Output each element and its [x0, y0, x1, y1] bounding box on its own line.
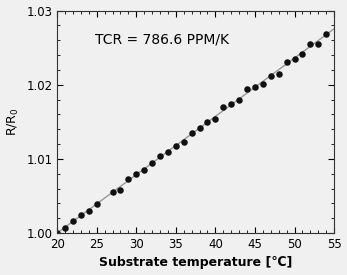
- Point: [323, 32, 329, 36]
- Point: [292, 57, 297, 61]
- Point: [205, 120, 210, 124]
- Point: [110, 190, 115, 194]
- Point: [260, 82, 266, 86]
- Point: [62, 226, 68, 230]
- Point: [307, 42, 313, 46]
- Point: [244, 87, 250, 92]
- Point: [54, 231, 60, 235]
- Point: [118, 188, 123, 192]
- Point: [189, 131, 194, 135]
- Point: [86, 209, 92, 213]
- Point: [252, 85, 258, 89]
- Point: [284, 60, 289, 64]
- Point: [165, 150, 171, 154]
- Point: [149, 161, 155, 166]
- Text: TCR = 786.6 PPM/K: TCR = 786.6 PPM/K: [95, 32, 229, 46]
- Point: [221, 105, 226, 110]
- Point: [181, 140, 187, 145]
- Point: [157, 154, 163, 158]
- Point: [276, 72, 281, 76]
- Point: [78, 213, 84, 217]
- Point: [94, 202, 100, 206]
- Point: [134, 171, 139, 176]
- Point: [268, 74, 273, 78]
- Point: [315, 42, 321, 46]
- X-axis label: Substrate temperature [℃]: Substrate temperature [℃]: [99, 257, 292, 269]
- Point: [236, 97, 242, 102]
- Point: [173, 144, 179, 148]
- Point: [300, 51, 305, 56]
- Y-axis label: R/R$_0$: R/R$_0$: [6, 108, 21, 136]
- Point: [213, 117, 218, 121]
- Point: [228, 102, 234, 107]
- Point: [142, 168, 147, 172]
- Point: [197, 126, 202, 130]
- Point: [126, 177, 131, 181]
- Point: [70, 219, 76, 224]
